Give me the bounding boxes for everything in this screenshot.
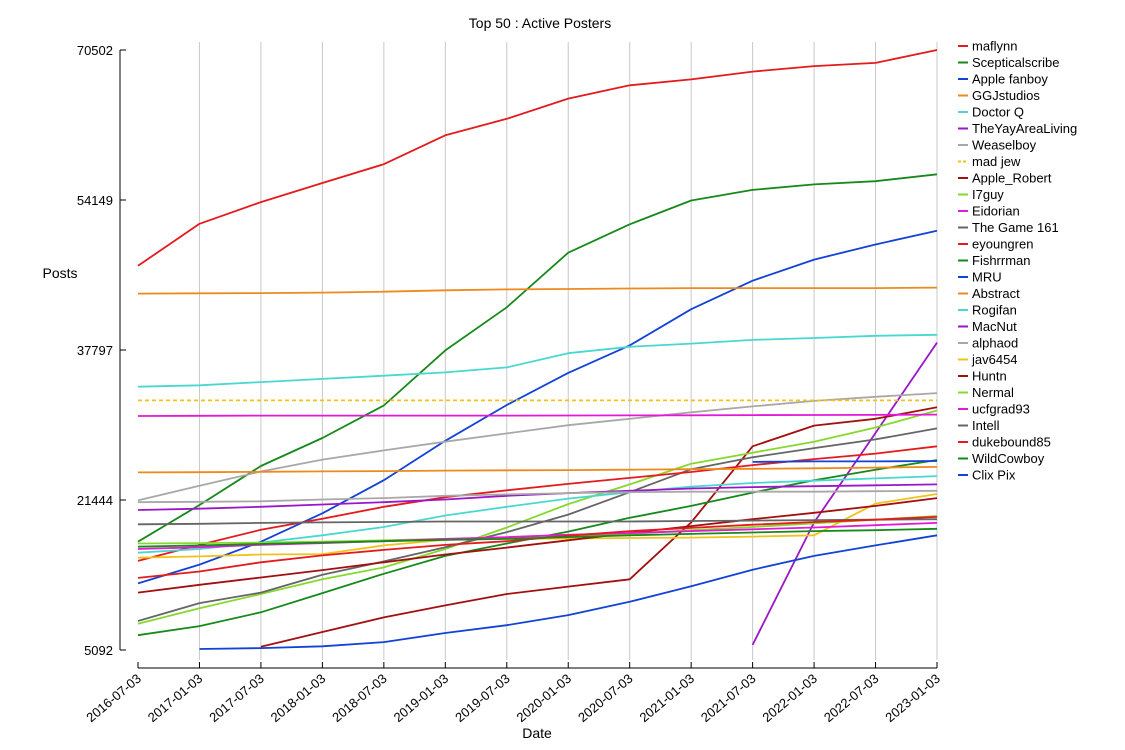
series-line-10	[137, 413, 938, 417]
series-lines	[137, 49, 938, 650]
x-ticks: 2016-07-03 2017-01-03 2017-07-03 2018-01-03…	[83, 662, 943, 725]
x-tick-label: 2017-07-03	[206, 671, 267, 725]
x-tick-label: 2022-07-03	[821, 671, 882, 725]
legend-label: GGJstudios	[972, 88, 1040, 103]
legend-label: dukebound85	[972, 435, 1051, 450]
series-line-5	[751, 342, 938, 646]
legend-label: Rogifan	[972, 303, 1017, 318]
x-tick-label: 2017-01-03	[145, 671, 206, 725]
x-tick-label: 2022-01-03	[759, 671, 820, 725]
legend-label: alphaod	[972, 336, 1018, 351]
x-axis-label: Date	[522, 725, 552, 741]
x-tick-label: 2023-01-03	[882, 671, 943, 725]
legend-label: The Game 161	[972, 220, 1059, 235]
legend-label: ucfgrad93	[972, 402, 1030, 417]
series-line-3	[137, 286, 938, 295]
legend-label: Doctor Q	[972, 105, 1024, 120]
legend-label: TheYayAreaLiving	[972, 121, 1077, 136]
y-tick-label: 37797	[77, 343, 113, 358]
series-line-1	[137, 173, 938, 543]
y-axis-label: Posts	[42, 265, 77, 281]
x-tick-label: 2018-07-03	[329, 671, 390, 725]
y-tick-label: 54149	[77, 193, 113, 208]
x-tick-label: 2021-01-03	[636, 671, 697, 725]
x-tick-label: 2019-01-03	[391, 671, 452, 725]
x-tick-label: 2016-07-03	[83, 671, 144, 725]
y-tick-label: 21444	[77, 493, 113, 508]
series-line-24	[137, 516, 938, 579]
series-line-22	[137, 522, 938, 550]
x-tick-label: 2020-01-03	[514, 671, 575, 725]
legend-label: Eidorian	[972, 204, 1020, 219]
x-tick-label: 2020-07-03	[575, 671, 636, 725]
series-line-8	[260, 406, 938, 648]
legend-label: jav6454	[971, 352, 1018, 367]
y-tick-label: 70502	[77, 43, 113, 58]
legend-label: eyoungren	[972, 237, 1033, 252]
legend-label: Nermal	[972, 385, 1014, 400]
series-line-15	[137, 466, 938, 474]
x-tick-label: 2018-01-03	[268, 671, 329, 725]
legend-label: Abstract	[972, 286, 1020, 301]
legend-label: Apple fanboy	[972, 72, 1048, 87]
series-line-25	[137, 527, 938, 548]
legend-label: Intell	[972, 418, 1000, 433]
legend-label: Fishrrman	[972, 253, 1031, 268]
series-line-18	[137, 489, 938, 504]
series-line-2	[137, 229, 938, 585]
legend-label: Clix Pix	[972, 468, 1016, 483]
series-line-12	[137, 445, 938, 562]
series-line-9	[137, 409, 938, 625]
legend-label: maflynn	[972, 39, 1018, 54]
chart-title: Top 50 : Active Posters	[469, 15, 611, 31]
x-tick-label: 2019-07-03	[452, 671, 513, 725]
legend-label: MacNut	[972, 319, 1017, 334]
x-tick-label: 2021-07-03	[698, 671, 759, 725]
series-line-17	[137, 483, 938, 511]
legend-label: Weaselboy	[972, 138, 1037, 153]
y-tick-label: 5092	[84, 643, 113, 658]
legend-label: WildCowboy	[972, 451, 1045, 466]
series-line-4	[137, 333, 938, 388]
series-line-26	[199, 534, 938, 650]
series-line-0	[137, 49, 938, 267]
series-line-11	[137, 427, 938, 622]
series-line-14	[752, 460, 938, 463]
legend-label: I7guy	[972, 187, 1004, 202]
legend-label: Huntn	[972, 369, 1007, 384]
legend-label: mad jew	[972, 154, 1021, 169]
legend-label: MRU	[972, 270, 1002, 285]
grid-lines	[198, 42, 938, 660]
legend-label: Scepticalscribe	[972, 55, 1059, 70]
series-line-16	[137, 475, 938, 554]
series-line-21	[137, 515, 938, 545]
series-line-20	[137, 497, 938, 594]
legend-label: Apple_Robert	[972, 171, 1052, 186]
series-line-6	[137, 392, 938, 502]
series-line-23	[137, 518, 938, 526]
y-ticks: 5092 21444 37797 54149 70502	[77, 43, 126, 658]
